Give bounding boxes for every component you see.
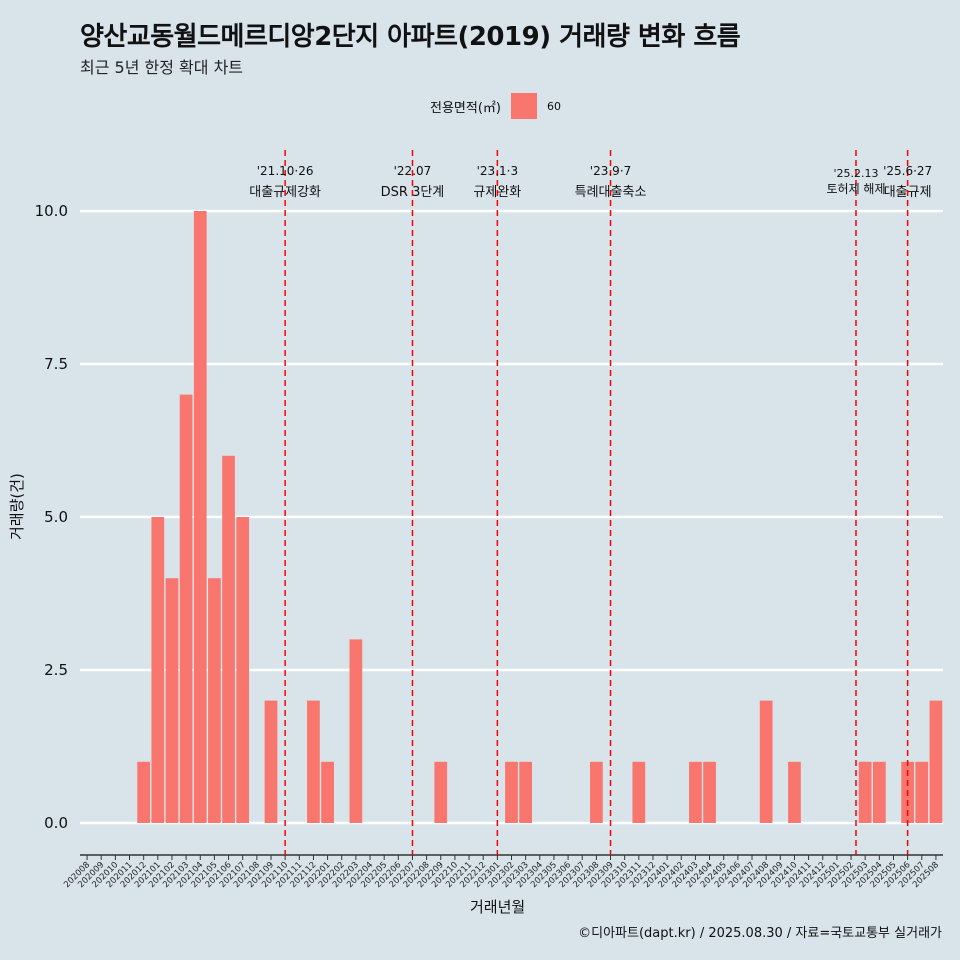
bar <box>759 700 773 823</box>
bar <box>193 211 207 823</box>
bar <box>788 761 801 823</box>
bar <box>165 578 179 823</box>
bar <box>505 761 518 823</box>
bar <box>349 639 363 823</box>
y-tick-label: 5.0 <box>44 508 68 526</box>
bar <box>222 455 235 823</box>
bar <box>590 761 603 823</box>
legend-swatch <box>510 93 537 119</box>
bar <box>872 761 886 823</box>
legend: 전용면적(㎡) 60 <box>430 93 561 119</box>
bar <box>321 761 334 823</box>
legend-label: 60 <box>546 99 561 113</box>
bar <box>915 761 929 823</box>
event-date-label: '23.9·7 <box>590 164 631 178</box>
y-tick-label: 0.0 <box>44 814 68 832</box>
event-text-label: 특례대출축소 <box>575 185 647 200</box>
bar <box>632 761 646 823</box>
bar <box>689 761 702 823</box>
legend-title: 전용면적(㎡) <box>430 100 501 116</box>
event-date-label: '23.1·3 <box>477 164 518 178</box>
y-tick-label: 10.0 <box>35 202 68 220</box>
chart-title: 양산교동월드메르디앙2단지 아파트(2019) 거래량 변화 흐름 <box>80 22 741 52</box>
chart-subtitle: 최근 5년 한정 확대 차트 <box>80 58 244 77</box>
event-text-label: DSR 3단계 <box>381 185 445 200</box>
x-axis-label: 거래년월 <box>470 898 526 916</box>
event-date-label: '25.6·27 <box>883 164 932 178</box>
bar <box>264 700 278 823</box>
event-date-label: '25.2.13 <box>833 167 878 180</box>
event-date-label: '21.10·26 <box>257 164 314 178</box>
bar <box>208 578 221 823</box>
bar <box>929 700 943 823</box>
y-tick-label: 7.5 <box>44 355 68 373</box>
event-text-label: 토허제 해제 <box>826 182 885 196</box>
event-text-label: 규제완화 <box>473 185 521 200</box>
bar <box>858 761 872 823</box>
bar <box>519 761 533 823</box>
bar <box>703 761 716 823</box>
bar <box>179 394 193 823</box>
bar <box>236 517 250 823</box>
bar <box>307 700 320 823</box>
event-date-label: '22.07 <box>394 164 432 178</box>
bar <box>137 761 151 823</box>
event-text-label: 대출규제 <box>884 185 932 200</box>
source-caption: ©디아파트(dapt.kr) / 2025.08.30 / 자료=국토교통부 실… <box>578 926 942 941</box>
bar <box>151 517 165 823</box>
event-text-label: 대출규제강화 <box>249 185 321 200</box>
y-tick-label: 2.5 <box>44 661 68 679</box>
bar <box>434 761 448 823</box>
